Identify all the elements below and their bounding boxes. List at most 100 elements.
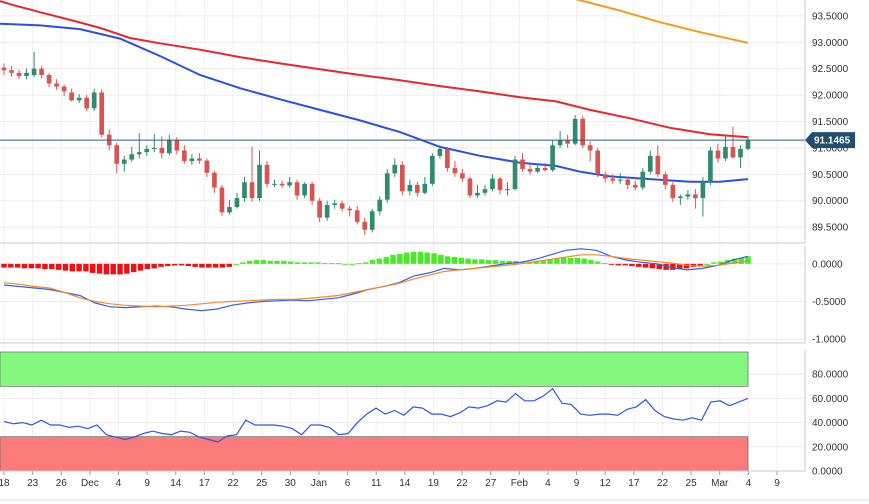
macd-histogram-bar bbox=[533, 260, 540, 264]
macd-histogram-bar bbox=[636, 263, 642, 267]
macd-histogram-bar bbox=[49, 263, 55, 270]
rsi-tick-label: 80.0000 bbox=[812, 370, 849, 381]
price-tick-label: 91.5000 bbox=[812, 117, 849, 128]
candle-body bbox=[445, 148, 450, 168]
candle-body bbox=[708, 150, 713, 183]
price-tick-label: 90.5000 bbox=[812, 170, 849, 181]
x-tick-label: 22 bbox=[657, 478, 669, 489]
candle-body bbox=[617, 179, 623, 181]
candle-body bbox=[279, 183, 285, 186]
macd-histogram-bar bbox=[151, 263, 157, 269]
price-tick-label: 89.5000 bbox=[812, 223, 849, 234]
macd-histogram-bar bbox=[253, 260, 260, 264]
macd-histogram-bar bbox=[287, 261, 294, 264]
candle-body bbox=[512, 159, 518, 190]
macd-histogram-bar bbox=[431, 253, 437, 264]
price-tick-label: 90.0000 bbox=[812, 196, 849, 207]
candle-body bbox=[121, 159, 127, 164]
macd-tick-label: -0.5000 bbox=[812, 297, 846, 308]
rsi-tick-label: 20.0000 bbox=[812, 442, 849, 453]
candle-body bbox=[189, 158, 195, 162]
macd-histogram-bar bbox=[76, 263, 82, 272]
candle-body bbox=[54, 83, 59, 87]
candle-body bbox=[114, 145, 120, 164]
price-tick-label: 92.0000 bbox=[812, 91, 849, 102]
candle-body bbox=[46, 75, 52, 84]
x-tick-label: Mar bbox=[711, 478, 729, 489]
macd-histogram-bar bbox=[656, 263, 662, 270]
rsi-oversold-zone bbox=[0, 436, 749, 472]
candle-body bbox=[174, 139, 180, 151]
candle-body bbox=[505, 189, 510, 191]
x-tick-label: 17 bbox=[628, 478, 640, 489]
candle-body bbox=[339, 203, 345, 209]
macd-histogram-bar bbox=[233, 263, 239, 265]
x-tick-label: 6 bbox=[345, 478, 351, 489]
candle-body bbox=[272, 183, 277, 185]
candle-body bbox=[565, 139, 570, 144]
candle-body bbox=[655, 155, 661, 175]
candle-body bbox=[625, 179, 631, 185]
candle-body bbox=[587, 145, 593, 151]
price-panel: 93.5000 93.0000 92.5000 92.0000 91.5000 91.00… bbox=[0, 0, 855, 236]
x-tick-label: 25 bbox=[686, 478, 698, 489]
macd-histogram-bar bbox=[520, 261, 526, 264]
candle-body bbox=[632, 184, 638, 188]
ma-orange-line bbox=[575, 0, 749, 44]
price-tick-label: 92.5000 bbox=[812, 64, 849, 75]
macd-histogram-bar bbox=[506, 260, 512, 264]
candle-body bbox=[249, 182, 255, 199]
macd-histogram-bar bbox=[144, 263, 151, 270]
x-tick-label: 4 bbox=[116, 478, 122, 489]
macd-histogram-bar bbox=[363, 262, 369, 264]
candle-body bbox=[377, 199, 383, 212]
macd-histogram-bar bbox=[608, 263, 615, 265]
candle-body bbox=[1, 67, 7, 71]
macd-histogram-bar bbox=[96, 263, 103, 274]
candle-body bbox=[219, 187, 225, 213]
macd-histogram-bar bbox=[711, 262, 717, 264]
macd-histogram-bar bbox=[294, 262, 301, 264]
macd-panel: 0.0000 -0.5000 -1.0000 bbox=[0, 248, 846, 346]
macd-histogram-bar bbox=[622, 263, 628, 266]
macd-histogram-bar bbox=[328, 263, 335, 265]
macd-histogram-bar bbox=[356, 263, 362, 265]
macd-histogram-bar bbox=[308, 262, 314, 264]
x-tick-label: 9 bbox=[144, 478, 150, 489]
macd-histogram-bar bbox=[438, 254, 444, 264]
macd-histogram-bar bbox=[117, 263, 123, 275]
macd-histogram-bar bbox=[560, 257, 567, 264]
candle-body bbox=[460, 173, 465, 179]
candle-body bbox=[467, 178, 473, 196]
candle-body bbox=[610, 178, 616, 181]
candle-body bbox=[723, 146, 728, 159]
rsi-panel: 80.0000 60.0000 40.0000 20.0000 0.0000 bbox=[0, 351, 849, 478]
rsi-tick-label: 60.0000 bbox=[812, 394, 849, 405]
x-tick-label: 27 bbox=[485, 478, 497, 489]
macd-histogram-bar bbox=[90, 263, 96, 273]
candle-body bbox=[678, 196, 683, 199]
candle-body bbox=[647, 155, 653, 172]
macd-histogram-bar bbox=[697, 263, 703, 266]
candle-body bbox=[317, 200, 322, 218]
candle-body bbox=[399, 164, 405, 192]
macd-histogram-bar bbox=[581, 258, 587, 264]
macd-histogram-bar bbox=[390, 254, 396, 264]
x-tick-label: Feb bbox=[511, 478, 529, 489]
candle-body bbox=[550, 145, 555, 171]
candle-body bbox=[159, 147, 165, 154]
candle-body bbox=[527, 169, 533, 172]
candle-body bbox=[332, 203, 337, 205]
candle-body bbox=[257, 164, 262, 199]
macd-histogram-bar bbox=[472, 259, 478, 264]
macd-tick-label: 0.0000 bbox=[812, 259, 843, 270]
macd-histogram-bar bbox=[21, 263, 28, 269]
x-tick-label: 11 bbox=[371, 478, 382, 489]
candle-body bbox=[730, 146, 736, 158]
candle-body bbox=[227, 207, 232, 213]
candle-body bbox=[16, 72, 22, 77]
macd-histogram-bar bbox=[335, 263, 342, 265]
macd-histogram-bar bbox=[383, 257, 389, 264]
candle-body bbox=[31, 68, 37, 76]
candle-body bbox=[167, 139, 172, 154]
